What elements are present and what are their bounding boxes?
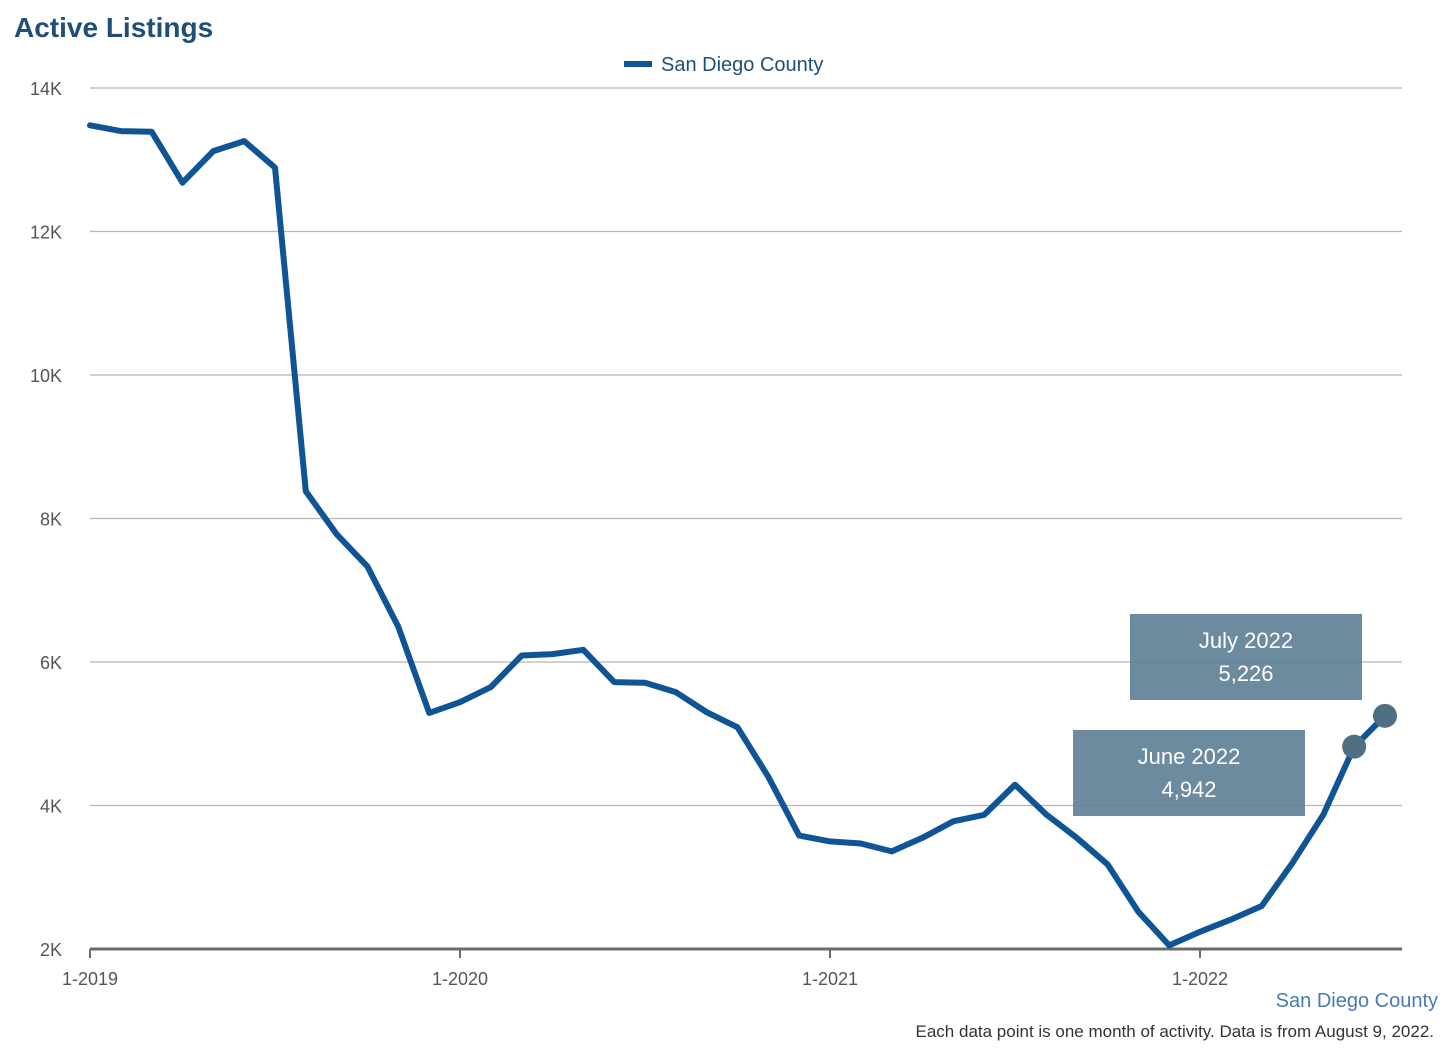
legend-label: San Diego County (661, 54, 823, 76)
footer-region-label: San Diego County (1275, 990, 1438, 1012)
y-tick-label: 12K (30, 223, 62, 243)
data-point-marker (1342, 734, 1367, 759)
y-tick-label: 10K (30, 366, 62, 386)
callout-value: 4,942 (1161, 777, 1216, 802)
callout-month: July 2022 (1199, 628, 1293, 653)
legend: San Diego County (624, 54, 823, 76)
x-tick-label: 1-2021 (802, 969, 858, 989)
callout-month: June 2022 (1138, 744, 1241, 769)
y-tick-label: 8K (40, 510, 62, 530)
chart-title: Active Listings (14, 12, 214, 43)
y-tick-label: 6K (40, 653, 62, 673)
series-line (87, 122, 1388, 949)
callout-box (1130, 614, 1362, 700)
x-tick-label: 1-2022 (1172, 969, 1228, 989)
x-axis-ticks: 1-2019 1-2020 1-2021 1-2022 (62, 949, 1228, 989)
y-tick-label: 14K (30, 79, 62, 99)
footer-note: Each data point is one month of activity… (915, 1022, 1434, 1041)
annotations: June 2022 4,942 July 2022 5,226 (1073, 614, 1397, 816)
y-axis-ticks: 2K 4K 6K 8K 10K 12K 14K (30, 79, 62, 960)
series-layer (87, 122, 1388, 949)
y-tick-label: 2K (40, 940, 62, 960)
callout-box (1073, 730, 1305, 816)
x-tick-label: 1-2020 (432, 969, 488, 989)
data-point-marker (1372, 703, 1397, 728)
x-tick-label: 1-2019 (62, 969, 118, 989)
gridlines (90, 87, 1402, 951)
y-tick-label: 4K (40, 797, 62, 817)
callout-value: 5,226 (1218, 661, 1273, 686)
